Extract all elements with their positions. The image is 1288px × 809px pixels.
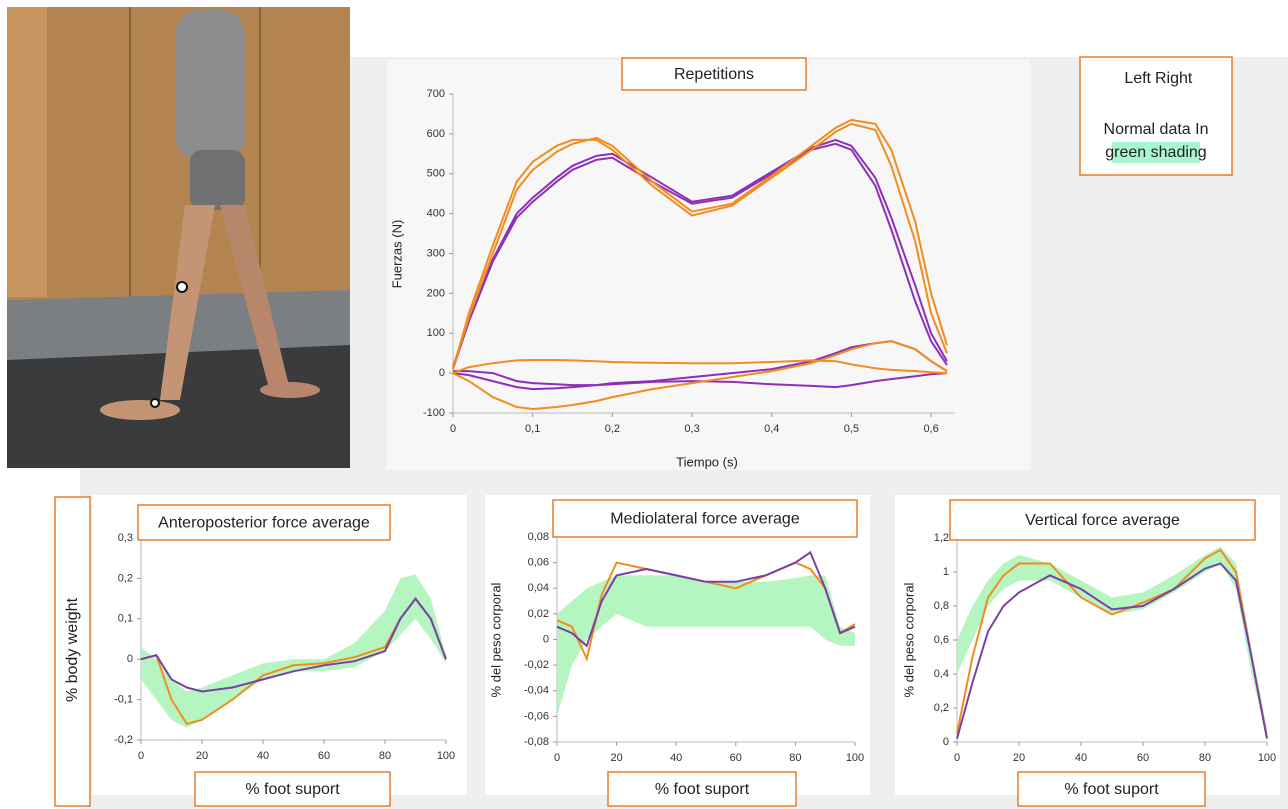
y-tick-label: 0,02 bbox=[528, 608, 549, 620]
chart-title: Vertical force average bbox=[1025, 512, 1180, 529]
y-tick-label: 0,2 bbox=[118, 572, 133, 584]
y-tick-label: 0,06 bbox=[528, 557, 549, 569]
chart-title: Mediolateral force average bbox=[610, 511, 800, 528]
x-tick-label: 20 bbox=[610, 752, 622, 764]
y-tick-label: -0,04 bbox=[524, 685, 549, 697]
y-tick-label: 200 bbox=[427, 287, 445, 299]
x-tick-label: 0 bbox=[954, 752, 960, 764]
x-tick-label: 0,3 bbox=[684, 423, 699, 435]
x-axis-label: % foot suport bbox=[655, 781, 750, 798]
legend-note: Normal data In bbox=[1104, 121, 1209, 138]
y-axis-label: % del peso corporal bbox=[901, 582, 916, 697]
y-tick-label: -0,1 bbox=[114, 694, 133, 706]
y-tick-label: -100 bbox=[423, 407, 445, 419]
x-tick-label: 0,2 bbox=[605, 423, 620, 435]
panel bbox=[387, 60, 1030, 470]
y-tick-label: 100 bbox=[427, 327, 445, 339]
x-tick-label: 100 bbox=[846, 752, 864, 764]
y-tick-label: 0,6 bbox=[934, 634, 949, 646]
y-tick-label: 0 bbox=[439, 367, 445, 379]
x-tick-label: 0,4 bbox=[764, 423, 779, 435]
x-tick-label: 0,6 bbox=[923, 423, 938, 435]
x-tick-label: 0,1 bbox=[525, 423, 540, 435]
chart-title: Anteroposterior force average bbox=[158, 515, 370, 532]
y-tick-label: -0,08 bbox=[524, 736, 549, 748]
y-tick-label: 400 bbox=[427, 208, 445, 220]
legend-right: Right bbox=[1155, 70, 1193, 87]
x-tick-label: 40 bbox=[257, 750, 269, 762]
y-tick-label: 0 bbox=[543, 633, 549, 645]
x-axis-label: Tiempo (s) bbox=[676, 454, 738, 469]
x-tick-label: 0 bbox=[138, 750, 144, 762]
x-tick-label: 0,5 bbox=[844, 423, 859, 435]
y-tick-label: 0,4 bbox=[934, 668, 949, 680]
x-tick-label: 0 bbox=[450, 423, 456, 435]
y-tick-label: 0,04 bbox=[528, 582, 549, 594]
x-tick-label: 80 bbox=[379, 750, 391, 762]
y-tick-label: 1 bbox=[943, 566, 949, 578]
legend-note: green shading bbox=[1105, 144, 1206, 161]
x-tick-label: 80 bbox=[789, 752, 801, 764]
x-tick-label: 60 bbox=[1137, 752, 1149, 764]
y-tick-label: 1,2 bbox=[934, 532, 949, 544]
x-tick-label: 100 bbox=[1258, 752, 1276, 764]
x-tick-label: 40 bbox=[1075, 752, 1087, 764]
y-tick-label: 300 bbox=[427, 247, 445, 259]
y-tick-label: -0,02 bbox=[524, 659, 549, 671]
x-axis-label: % foot suport bbox=[1064, 781, 1159, 798]
x-tick-label: 0 bbox=[554, 752, 560, 764]
photo bbox=[7, 7, 350, 468]
y-tick-label: -0,2 bbox=[114, 734, 133, 746]
x-tick-label: 20 bbox=[196, 750, 208, 762]
y-tick-label: 500 bbox=[427, 168, 445, 180]
y-tick-label: 0,1 bbox=[118, 613, 133, 625]
y-tick-label: 0,8 bbox=[934, 600, 949, 612]
x-tick-label: 60 bbox=[730, 752, 742, 764]
x-axis-label: % foot suport bbox=[245, 781, 340, 798]
chart-title: Repetitions bbox=[674, 66, 754, 83]
y-axis-label: Fuerzas (N) bbox=[389, 220, 404, 289]
x-tick-label: 20 bbox=[1013, 752, 1025, 764]
y-axis-label: % body weight bbox=[64, 597, 81, 702]
y-tick-label: 600 bbox=[427, 128, 445, 140]
x-tick-label: 100 bbox=[437, 750, 455, 762]
x-tick-label: 80 bbox=[1199, 752, 1211, 764]
x-tick-label: 60 bbox=[318, 750, 330, 762]
y-tick-label: 700 bbox=[427, 88, 445, 100]
y-tick-label: 0,08 bbox=[528, 531, 549, 543]
y-tick-label: 0 bbox=[127, 653, 133, 665]
y-tick-label: 0,3 bbox=[118, 532, 133, 544]
legend-left: Left bbox=[1124, 70, 1151, 87]
y-tick-label: 0,2 bbox=[934, 702, 949, 714]
y-tick-label: 0 bbox=[943, 736, 949, 748]
x-tick-label: 40 bbox=[670, 752, 682, 764]
figure: Left Right Normal data In green shading … bbox=[0, 0, 1288, 809]
y-axis-label: % del peso corporal bbox=[488, 582, 503, 697]
y-tick-label: -0,06 bbox=[524, 710, 549, 722]
